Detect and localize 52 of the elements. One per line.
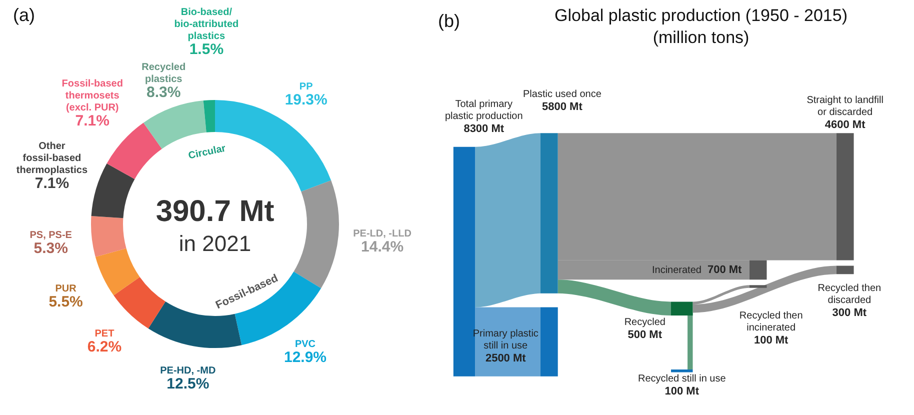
category-label: Recycled then discarded: [818, 282, 882, 306]
category-label: Recycled: [624, 316, 666, 328]
data-label: 1.5%: [189, 41, 224, 58]
category-label: Plastic used once: [523, 88, 602, 100]
data-label: 100 Mt: [664, 386, 700, 398]
data-label: 5.3%: [34, 240, 68, 257]
data-label: 5.5%: [48, 293, 83, 310]
donut-slice: [91, 216, 126, 257]
slice-label: PE-LD, -LLD: [353, 228, 412, 240]
text: 390.7 Mt: [156, 195, 274, 228]
category-label: Recycled then incinerated: [739, 310, 803, 334]
category-label: Recycled still in use: [638, 374, 726, 385]
data-label: 300 Mt: [832, 306, 867, 319]
data-label: 8.3%: [146, 84, 181, 102]
data-label: 500 Mt: [628, 328, 662, 341]
data-label: 6.2%: [87, 338, 122, 356]
data-label: 4600 Mt: [824, 118, 866, 131]
data-label: 7.1%: [34, 174, 70, 192]
data-label: 14.4%: [361, 238, 404, 256]
slice-label: Recycled plastics: [142, 62, 186, 86]
slice-label: PP: [299, 81, 314, 92]
donut-slice: [95, 248, 140, 296]
data-label: 12.9%: [284, 349, 327, 366]
slice-label: PE-HD, -MD: [160, 366, 216, 377]
slice-label: PUR: [55, 283, 78, 294]
donut-slice: [294, 180, 339, 288]
slice-label: Fossil-based thermosets (excl. PUR): [62, 78, 123, 114]
data-label: 5800 Mt: [542, 100, 583, 113]
slice-label: PS, PS-E: [30, 230, 72, 241]
data-label: 2500 Mt: [485, 352, 526, 364]
text: Circular: [187, 143, 227, 162]
slice-label: PET: [94, 328, 114, 340]
donut-slice: [114, 276, 166, 329]
text: (a): [13, 5, 35, 25]
data-label: 19.3%: [284, 91, 328, 108]
donut-slice: [203, 100, 215, 132]
category-label: Total primary plastic production: [444, 99, 523, 122]
text: in 2021: [178, 231, 252, 256]
category-label: Incinerated: [652, 264, 702, 276]
donut-slice: [91, 163, 135, 218]
data-label: 7.1%: [75, 112, 110, 130]
text: (b): [438, 11, 460, 31]
slice-label: Bio-based/ bio-attributed plastics: [174, 7, 239, 42]
slice-label: PVC: [294, 339, 316, 350]
data-label: 700 Mt: [707, 264, 742, 276]
category-label: Straight to landfill or discarded: [806, 94, 884, 118]
category-label: Primary plastic still in use: [472, 328, 538, 352]
data-label: 8300 Mt: [464, 123, 504, 136]
data-label: 100 Mt: [754, 334, 789, 347]
text: Global plastic production (1950 - 2015) (million tons): [554, 6, 848, 47]
slice-label: Other fossil-based thermoplastics: [16, 140, 88, 176]
data-label: 12.5%: [166, 376, 210, 393]
